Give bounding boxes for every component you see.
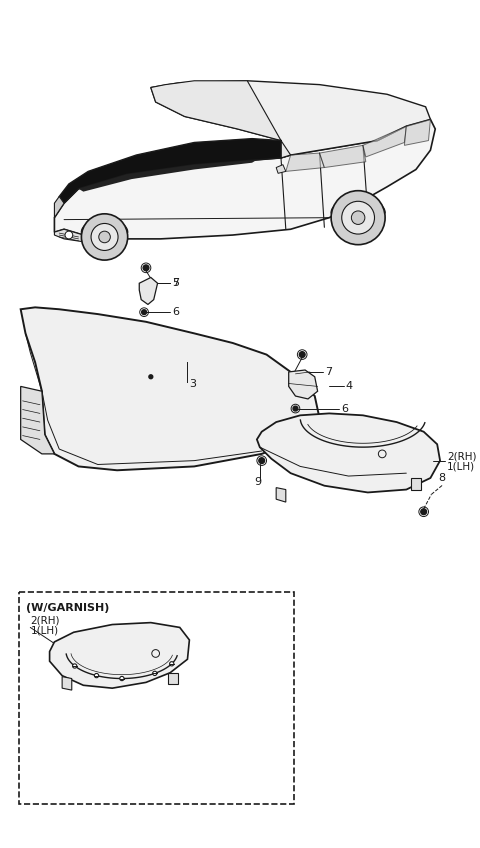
Polygon shape — [151, 81, 431, 158]
Text: 8: 8 — [438, 473, 445, 483]
Circle shape — [293, 406, 298, 411]
Polygon shape — [151, 81, 290, 158]
Polygon shape — [288, 370, 318, 399]
Polygon shape — [54, 229, 84, 242]
Polygon shape — [59, 138, 281, 204]
Circle shape — [95, 673, 98, 678]
Circle shape — [300, 352, 305, 358]
Polygon shape — [320, 145, 366, 168]
Polygon shape — [257, 413, 440, 493]
Text: 7: 7 — [172, 278, 179, 288]
Circle shape — [72, 664, 77, 668]
FancyBboxPatch shape — [19, 592, 294, 804]
Polygon shape — [54, 197, 64, 218]
Text: 2(RH): 2(RH) — [447, 452, 476, 462]
Polygon shape — [49, 622, 190, 689]
Text: 1(LH): 1(LH) — [30, 625, 59, 635]
Circle shape — [65, 232, 73, 239]
Polygon shape — [404, 120, 431, 145]
Polygon shape — [79, 159, 257, 192]
Text: 5: 5 — [172, 278, 179, 288]
Text: 6: 6 — [172, 307, 179, 317]
Circle shape — [142, 310, 146, 315]
Polygon shape — [411, 478, 421, 489]
Polygon shape — [21, 387, 54, 454]
Polygon shape — [276, 165, 286, 173]
Polygon shape — [168, 672, 178, 684]
Text: (W/GARNISH): (W/GARNISH) — [26, 603, 110, 613]
Circle shape — [351, 211, 365, 225]
Circle shape — [82, 214, 128, 260]
Circle shape — [169, 661, 174, 666]
Circle shape — [99, 232, 110, 243]
Circle shape — [91, 224, 118, 250]
Text: 4: 4 — [346, 382, 353, 392]
Text: 2(RH): 2(RH) — [30, 616, 60, 626]
Text: 9: 9 — [254, 477, 261, 487]
Circle shape — [143, 265, 149, 271]
Polygon shape — [54, 120, 435, 239]
Circle shape — [342, 201, 374, 234]
Polygon shape — [21, 307, 320, 471]
Text: 6: 6 — [341, 404, 348, 414]
Polygon shape — [363, 126, 407, 157]
Circle shape — [149, 375, 153, 379]
Text: 7: 7 — [325, 367, 333, 377]
Circle shape — [153, 672, 157, 676]
Polygon shape — [276, 488, 286, 502]
Circle shape — [331, 191, 385, 245]
Polygon shape — [62, 677, 72, 690]
Circle shape — [259, 458, 264, 464]
Polygon shape — [139, 277, 157, 304]
Circle shape — [120, 677, 124, 681]
Polygon shape — [286, 153, 324, 171]
Circle shape — [421, 509, 427, 515]
Text: 3: 3 — [190, 379, 196, 389]
Text: 1(LH): 1(LH) — [447, 461, 475, 471]
